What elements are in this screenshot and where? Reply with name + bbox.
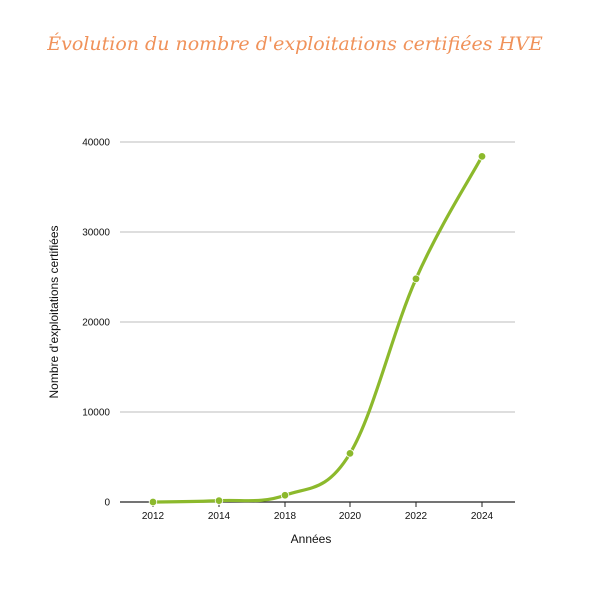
x-tick-label: 2014 [208, 511, 231, 522]
x-tick-label: 2024 [471, 511, 494, 522]
data-point [214, 496, 224, 505]
y-tick-label: 30000 [82, 228, 110, 239]
y-tick-label: 20000 [82, 318, 110, 329]
data-point [345, 449, 355, 458]
y-tick-label: 10000 [82, 408, 110, 419]
x-tick-label: 2012 [142, 511, 165, 522]
data-point [477, 152, 487, 161]
series-line [151, 154, 484, 504]
y-axis-ticks: 0 10000 20000 30000 40000 [82, 138, 110, 509]
grid-lines [120, 141, 515, 413]
y-tick-label: 0 [104, 498, 110, 509]
y-axis-label: Nombre d'exploitations certifiées [47, 225, 61, 398]
data-point [411, 274, 421, 283]
chart-title: Évolution du nombre d'exploitations cert… [46, 32, 543, 55]
data-point [148, 497, 158, 507]
x-axis-ticks: 2012 2014 2018 2020 2022 2024 [142, 502, 494, 522]
data-point [280, 491, 290, 500]
x-tick-label: 2020 [339, 511, 362, 522]
x-tick-label: 2022 [405, 511, 428, 522]
y-tick-label: 40000 [82, 138, 110, 149]
x-tick-label: 2018 [274, 511, 297, 522]
data-points [148, 152, 487, 507]
x-axis-label: Années [291, 532, 332, 546]
